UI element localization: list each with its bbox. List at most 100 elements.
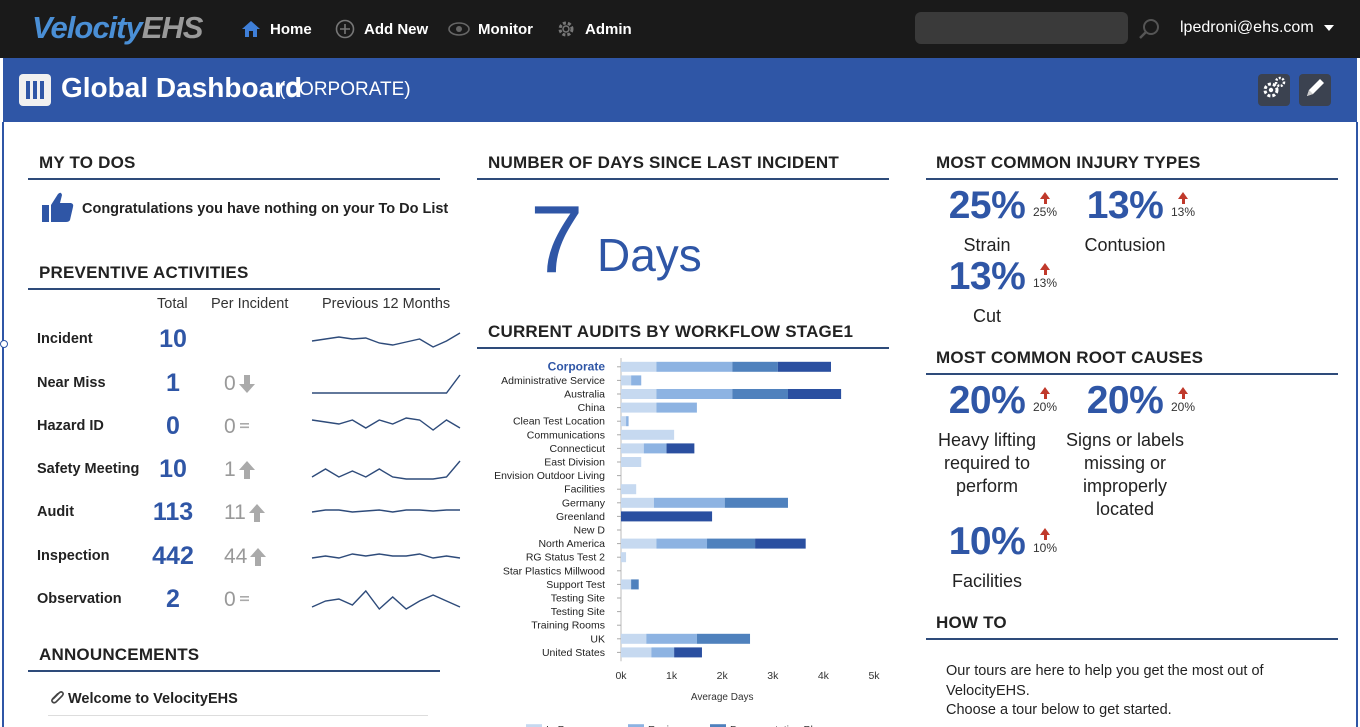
bar-segment[interactable] xyxy=(621,538,657,549)
nav-home-label: Home xyxy=(270,20,312,38)
user-menu[interactable]: lpedroni@ehs.com xyxy=(1180,19,1334,37)
bar-segment[interactable] xyxy=(646,633,697,644)
pencil-icon xyxy=(1303,76,1327,105)
preventive-row[interactable]: Inspection 442 44 xyxy=(0,539,470,579)
bar-segment[interactable] xyxy=(621,416,627,427)
preventive-row[interactable]: Audit 113 11 xyxy=(0,495,470,535)
preventive-row[interactable]: Hazard ID 0 0 xyxy=(0,409,470,449)
legend-swatch[interactable] xyxy=(710,724,726,727)
stat-delta-value: 13% xyxy=(1033,276,1058,290)
nav-admin[interactable]: Admin xyxy=(555,17,632,41)
bar-segment[interactable] xyxy=(621,443,644,454)
sparkline xyxy=(311,417,461,431)
bar-segment[interactable] xyxy=(621,457,642,467)
bar-segment[interactable] xyxy=(755,538,806,549)
bar-segment[interactable] xyxy=(653,497,725,508)
bar-segment[interactable] xyxy=(621,402,657,413)
bar-segment[interactable] xyxy=(707,538,756,549)
gears-icon xyxy=(1261,75,1287,106)
bar-segment[interactable] xyxy=(724,497,788,508)
bar-segment[interactable] xyxy=(626,416,629,427)
category-label: Testing Site xyxy=(551,593,605,605)
legend-swatch[interactable] xyxy=(628,724,644,727)
category-label: United States xyxy=(542,647,605,659)
bar-segment[interactable] xyxy=(621,579,632,590)
edit-button[interactable] xyxy=(1299,74,1331,106)
nav-monitor-label: Monitor xyxy=(478,20,533,38)
bar-segment[interactable] xyxy=(666,443,695,454)
bar-segment[interactable] xyxy=(651,647,675,658)
bar-segment[interactable] xyxy=(621,375,632,386)
category-label: RG Status Test 2 xyxy=(526,552,605,564)
bar-segment[interactable] xyxy=(621,389,657,399)
preventive-row[interactable]: Near Miss 1 0 xyxy=(0,366,470,406)
preventive-row[interactable]: Incident 10 xyxy=(0,322,470,362)
bar-segment[interactable] xyxy=(621,647,652,658)
preventive-row-per-incident: 0 xyxy=(224,415,268,439)
arrow-up-stem xyxy=(1043,535,1047,540)
bar-segment[interactable] xyxy=(732,361,778,372)
bar-segment[interactable] xyxy=(621,511,713,522)
search-icon[interactable] xyxy=(1138,17,1162,41)
category-label: Envision Outdoor Living xyxy=(494,470,605,482)
stat-delta-value: 25% xyxy=(1033,205,1058,219)
bar-segment[interactable] xyxy=(656,389,733,399)
stat-label-line: perform xyxy=(955,476,1018,496)
bar-segment[interactable] xyxy=(696,633,751,644)
bar-segment[interactable] xyxy=(621,429,675,440)
arrow-up-icon xyxy=(1040,263,1051,270)
preventive-row-total: 1 xyxy=(166,369,180,397)
per-incident-value: 11 xyxy=(224,501,246,524)
arrow-up-icon xyxy=(250,548,267,566)
arrow-up-icon xyxy=(1178,192,1189,199)
bar-segment[interactable] xyxy=(674,647,702,658)
preventive-row-total: 442 xyxy=(152,542,194,570)
col-per-incident-header: Per Incident xyxy=(211,296,289,312)
bar-segment[interactable] xyxy=(656,361,733,372)
stat-label-line: Facilities xyxy=(951,571,1022,591)
preventive-row-name: Inspection xyxy=(37,548,110,564)
settings-button[interactable] xyxy=(1258,74,1290,106)
bar-segment[interactable] xyxy=(732,389,788,399)
nav-monitor[interactable]: Monitor xyxy=(448,17,533,41)
bar-segment[interactable] xyxy=(787,389,842,399)
page-subtitle: (CORPORATE) xyxy=(279,79,411,100)
bar-segment[interactable] xyxy=(631,579,639,590)
announcement-divider xyxy=(48,715,428,716)
howto-title: HOW TO xyxy=(936,613,1007,632)
per-incident-value: 44 xyxy=(224,545,248,568)
legend-swatch[interactable] xyxy=(526,724,542,727)
bar-segment[interactable] xyxy=(621,484,637,495)
title-bar: Global Dashboard (CORPORATE) xyxy=(3,58,1357,122)
bar-segment[interactable] xyxy=(643,443,667,454)
nav-home[interactable]: Home xyxy=(240,17,312,41)
stat-label: Heavy lifting required to perform xyxy=(915,429,1059,498)
bar-segment[interactable] xyxy=(656,538,708,549)
preventive-row[interactable]: Safety Meeting 10 1 xyxy=(0,452,470,492)
root-title: MOST COMMON ROOT CAUSES xyxy=(936,348,1204,367)
nav-add-new-label: Add New xyxy=(364,20,429,38)
stat-percent: 20% xyxy=(948,379,1026,422)
todos-message: Congratulations you have nothing on your… xyxy=(82,201,449,217)
stat-label-line: Cut xyxy=(972,306,1001,326)
preventive-row[interactable]: Observation 2 0 xyxy=(0,582,470,622)
bar-segment[interactable] xyxy=(777,361,831,372)
bar-segment[interactable] xyxy=(621,552,627,563)
search-input[interactable] xyxy=(915,12,1128,44)
velocity-logo[interactable]: VelocityEHS xyxy=(32,10,203,46)
bar-segment[interactable] xyxy=(631,375,642,386)
announcement-item[interactable]: Welcome to VelocityEHS xyxy=(50,690,238,708)
bar-segment[interactable] xyxy=(621,361,657,372)
bar-segment[interactable] xyxy=(621,497,654,508)
nav-add-new[interactable]: Add New xyxy=(334,17,428,41)
stat-delta: 20% xyxy=(1033,387,1057,414)
side-handle-icon[interactable] xyxy=(0,339,8,349)
arrow-up-stem xyxy=(1043,394,1047,399)
stat-label-line: Contusion xyxy=(1084,235,1166,255)
days-unit: Days xyxy=(597,229,702,281)
arrow-up-stem xyxy=(1043,270,1047,275)
bar-segment[interactable] xyxy=(621,633,647,644)
stat-label-line: improperly xyxy=(1082,476,1168,496)
howto-rule xyxy=(926,638,1338,640)
bar-segment[interactable] xyxy=(656,402,697,413)
